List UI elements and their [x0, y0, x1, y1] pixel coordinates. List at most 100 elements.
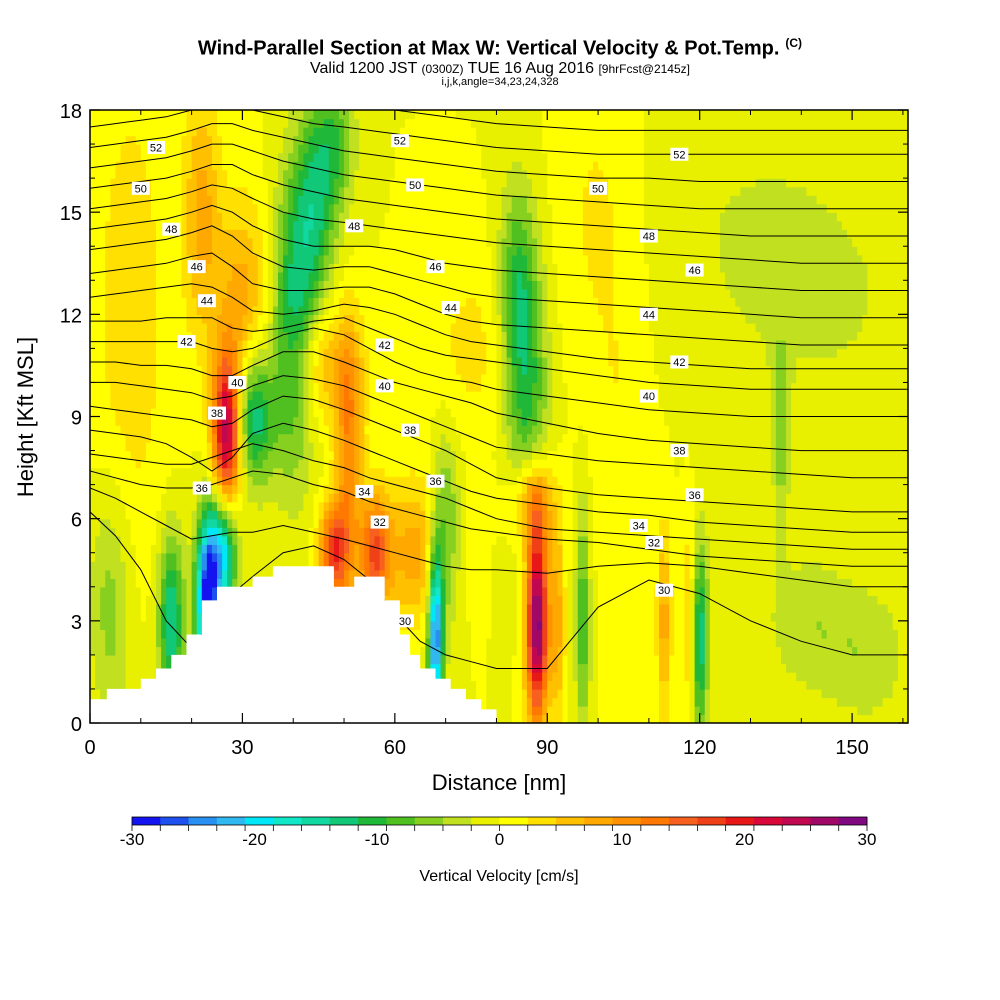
- field-cell: [344, 399, 350, 409]
- field-cell: [435, 586, 442, 596]
- field-cell: [359, 373, 366, 384]
- field-cell: [267, 144, 274, 154]
- field-cell: [140, 518, 147, 528]
- field-cell: [110, 646, 117, 656]
- field-cell: [252, 152, 259, 162]
- field-cell: [156, 476, 162, 486]
- field-cell: [262, 178, 269, 188]
- field-cell: [267, 212, 274, 222]
- field-cell: [145, 663, 152, 673]
- field-cell: [328, 399, 335, 409]
- field-cell: [156, 331, 162, 341]
- field-cell: [430, 544, 437, 554]
- field-cell: [161, 467, 167, 477]
- field-cell: [181, 595, 188, 605]
- field-cell: [430, 322, 437, 333]
- field-cell: [272, 305, 279, 316]
- field-cell: [354, 416, 360, 426]
- field-cell: [410, 646, 416, 656]
- field-cell: [344, 569, 350, 579]
- field-cell: [267, 186, 274, 196]
- field-cell: [95, 680, 101, 690]
- field-cell: [130, 646, 137, 656]
- field-cell: [354, 544, 360, 554]
- field-cell: [328, 297, 335, 307]
- field-cell: [267, 416, 274, 426]
- field-cell: [323, 535, 330, 545]
- field-cell: [435, 603, 442, 614]
- field-cell: [293, 161, 300, 171]
- field-cell: [171, 390, 178, 401]
- field-cell: [394, 288, 401, 299]
- field-cell: [252, 135, 259, 145]
- field-cell: [405, 237, 411, 247]
- field-cell: [425, 339, 432, 350]
- field-cell: [232, 152, 239, 162]
- field-cell: [156, 356, 162, 367]
- field-cell: [267, 110, 274, 120]
- field-cell: [394, 459, 401, 469]
- field-cell: [252, 331, 259, 341]
- field-cell: [288, 544, 294, 554]
- field-cell: [420, 646, 427, 656]
- field-cell: [313, 186, 320, 196]
- field-cell: [374, 561, 381, 571]
- field-cell: [150, 603, 157, 614]
- field-cell: [247, 510, 254, 520]
- field-cell: [349, 331, 355, 341]
- field-cell: [115, 348, 122, 358]
- field-cell: [298, 356, 305, 367]
- field-cell: [298, 535, 305, 545]
- field-cell: [384, 280, 391, 290]
- field-cell: [125, 288, 132, 299]
- field-cell: [267, 314, 274, 324]
- field-cell: [288, 161, 294, 171]
- field-cell: [206, 169, 213, 179]
- field-cell: [186, 433, 193, 443]
- field-cell: [415, 586, 421, 596]
- field-cell: [435, 620, 442, 631]
- field-cell: [145, 195, 152, 205]
- field-cell: [283, 297, 289, 307]
- field-cell: [349, 373, 355, 384]
- field-cell: [105, 229, 112, 239]
- field-cell: [201, 305, 208, 316]
- field-cell: [425, 314, 432, 324]
- field-cell: [349, 271, 355, 281]
- field-cell: [191, 620, 198, 631]
- field-cell: [344, 135, 350, 145]
- field-cell: [425, 254, 432, 264]
- field-cell: [242, 339, 249, 350]
- field-cell: [420, 220, 427, 230]
- field-cell: [100, 586, 106, 596]
- field-cell: [166, 510, 172, 520]
- field-cell: [303, 305, 310, 316]
- field-cell: [247, 569, 254, 579]
- field-cell: [135, 527, 142, 537]
- field-cell: [354, 331, 360, 341]
- field-cell: [313, 356, 320, 367]
- field-cell: [379, 416, 386, 426]
- field-cell: [105, 433, 112, 443]
- field-cell: [374, 144, 381, 154]
- field-cell: [120, 407, 127, 418]
- field-cell: [303, 127, 310, 137]
- field-cell: [232, 339, 239, 350]
- field-cell: [222, 305, 228, 316]
- field-cell: [293, 527, 300, 537]
- field-cell: [252, 425, 259, 435]
- field-cell: [237, 263, 244, 273]
- field-cell: [405, 442, 411, 452]
- field-cell: [105, 390, 112, 401]
- field-cell: [318, 271, 325, 281]
- field-cell: [293, 322, 300, 333]
- field-cell: [415, 110, 421, 120]
- field-cell: [298, 178, 305, 188]
- field-cell: [125, 561, 132, 571]
- field-cell: [232, 510, 239, 520]
- field-cell: [166, 467, 172, 477]
- field-cell: [171, 288, 178, 299]
- field-cell: [227, 425, 233, 435]
- field-cell: [328, 288, 335, 299]
- field-cell: [222, 169, 228, 179]
